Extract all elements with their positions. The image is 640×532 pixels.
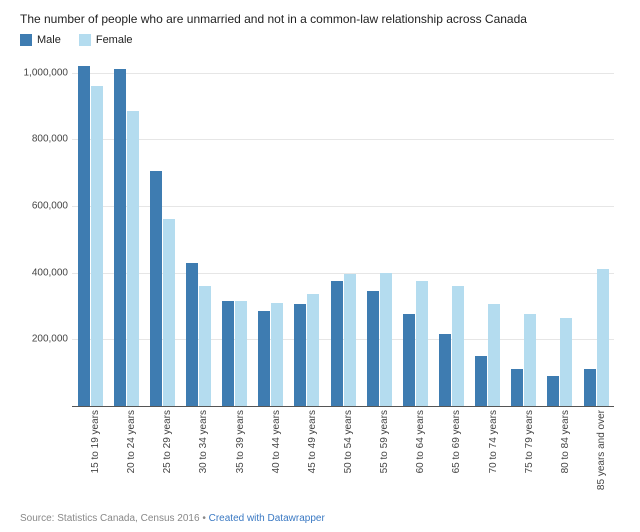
bar: [235, 301, 247, 406]
legend-label: Male: [37, 34, 61, 46]
bar-group: [289, 294, 325, 406]
x-tick-label: 65 to 69 years: [451, 410, 462, 473]
footer: Source: Statistics Canada, Census 2016 •…: [20, 513, 325, 524]
bar: [127, 111, 139, 406]
chart-figure: The number of people who are unmarried a…: [0, 0, 640, 532]
legend-item: Male: [20, 34, 61, 46]
y-tick-label: 1,000,000: [16, 67, 68, 78]
bar: [271, 303, 283, 406]
legend-item: Female: [79, 34, 133, 46]
bar-group: [108, 69, 144, 406]
legend: Male Female: [20, 34, 620, 46]
bar: [403, 314, 415, 406]
x-tick-label: 20 to 24 years: [126, 410, 137, 473]
bar-group: [217, 301, 253, 406]
bar: [367, 291, 379, 406]
datawrapper-link[interactable]: Created with Datawrapper: [209, 513, 325, 524]
bar-group: [180, 263, 216, 406]
bar: [488, 304, 500, 406]
y-tick-label: 400,000: [16, 267, 68, 278]
bar-group: [397, 281, 433, 406]
x-tick-label: 80 to 84 years: [560, 410, 571, 473]
bar-group: [325, 274, 361, 406]
bar: [416, 281, 428, 406]
bar-group: [542, 318, 578, 406]
bar-group: [506, 314, 542, 406]
x-tick-label: 25 to 29 years: [162, 410, 173, 473]
chart-title: The number of people who are unmarried a…: [20, 12, 620, 26]
bar: [524, 314, 536, 406]
bar: [258, 311, 270, 406]
bar-group: [470, 304, 506, 406]
legend-swatch: [79, 34, 91, 46]
x-tick-label: 50 to 54 years: [343, 410, 354, 473]
bar: [307, 294, 319, 406]
x-tick-label: 35 to 39 years: [235, 410, 246, 473]
x-tick-label: 40 to 44 years: [271, 410, 282, 473]
y-tick-label: 600,000: [16, 201, 68, 212]
bar: [186, 263, 198, 406]
bar: [584, 369, 596, 406]
bar-group: [578, 269, 614, 406]
separator: •: [200, 513, 209, 524]
x-tick-label: 45 to 49 years: [307, 410, 318, 473]
legend-label: Female: [96, 34, 133, 46]
bar: [91, 86, 103, 406]
bar-group: [72, 66, 108, 406]
bar: [511, 369, 523, 406]
bar: [163, 219, 175, 406]
bar: [597, 269, 609, 406]
bar-group: [433, 286, 469, 406]
x-tick-label: 70 to 74 years: [488, 410, 499, 473]
plot-area: 200,000400,000600,000800,0001,000,000: [72, 56, 614, 406]
x-tick-label: 55 to 59 years: [379, 410, 390, 473]
bar: [344, 274, 356, 406]
bar: [547, 376, 559, 406]
bar: [331, 281, 343, 406]
bars-container: [72, 56, 614, 406]
bar: [222, 301, 234, 406]
bar: [452, 286, 464, 406]
x-tick-label: 85 years and over: [596, 410, 607, 490]
bar: [150, 171, 162, 406]
bar-group: [144, 171, 180, 406]
bar: [475, 356, 487, 406]
bar-group: [361, 273, 397, 406]
y-tick-label: 200,000: [16, 334, 68, 345]
bar: [294, 304, 306, 406]
bar: [380, 273, 392, 406]
legend-swatch: [20, 34, 32, 46]
bar: [199, 286, 211, 406]
bar: [114, 69, 126, 406]
bar-group: [253, 303, 289, 406]
bar: [78, 66, 90, 406]
bar: [439, 334, 451, 406]
source-text: Source: Statistics Canada, Census 2016: [20, 513, 200, 524]
bar: [560, 318, 572, 406]
x-tick-label: 30 to 34 years: [198, 410, 209, 473]
y-tick-label: 800,000: [16, 134, 68, 145]
x-tick-label: 15 to 19 years: [90, 410, 101, 473]
gridline: [72, 406, 614, 407]
x-tick-label: 60 to 64 years: [415, 410, 426, 473]
x-tick-label: 75 to 79 years: [524, 410, 535, 473]
